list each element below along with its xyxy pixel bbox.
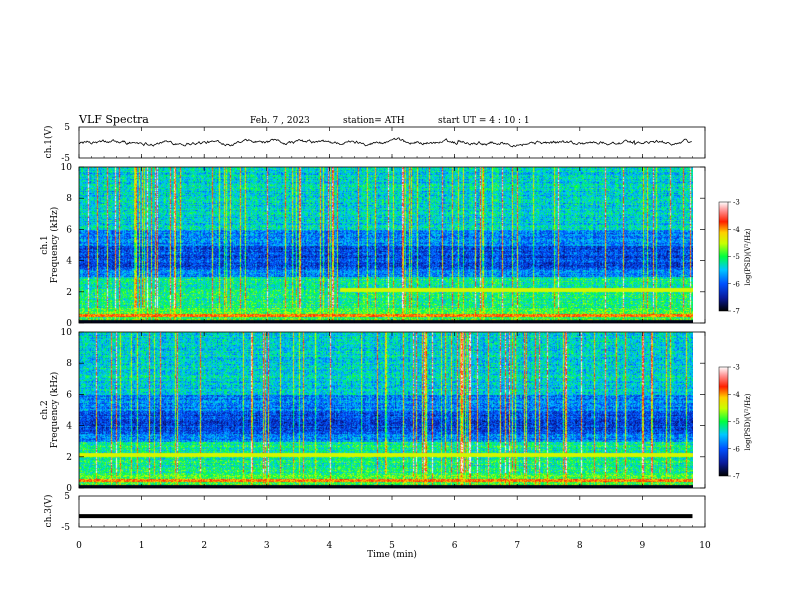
x-tick-label-7: 7 (514, 541, 520, 551)
ch1yt-tick-4: 4 (66, 257, 72, 267)
cb2ticks--4: -4 (733, 391, 740, 399)
ch1-waveform-ylabel: ch.1(V) (43, 126, 54, 159)
header-date: Feb. 7 , 2023 (250, 116, 310, 126)
cb1ticks--5: -5 (733, 253, 740, 261)
ch2yt-tick-10: 10 (61, 328, 73, 338)
ch1-ytick-top: 5 (64, 123, 70, 133)
ch1-waveform-frame (78, 126, 706, 159)
ch1yt-tick-0: 0 (66, 319, 72, 329)
ch3-waveform-panel: 5 -5 ch.3(V) (43, 492, 706, 533)
ch1yt-tick-10: 10 (61, 163, 73, 173)
spec2-raster (79, 332, 693, 488)
x-tick-label-5: 5 (389, 541, 395, 551)
ch2yt-tick-2: 2 (66, 453, 72, 463)
ch2-spectrogram-image (79, 332, 693, 488)
header-station: station= ATH (343, 116, 405, 126)
x-axis-label: Time (min) (367, 549, 417, 560)
ch1yt-tick-6: 6 (66, 225, 72, 235)
ch3-waveform-frame (78, 495, 706, 528)
cb2ticks--5: -5 (733, 418, 740, 426)
ch1-waveform-trace (78, 137, 692, 148)
ch1-ytick-bottom: -5 (61, 154, 70, 164)
ch2yt-tick-0: 0 (66, 484, 72, 494)
ch3-ytick-top: 5 (64, 492, 70, 502)
ch1yt-tick-2: 2 (66, 288, 72, 298)
ch2yt-tick-6: 6 (66, 390, 72, 400)
ch1-spectrogram-image (79, 167, 693, 323)
cb1ticks--6: -6 (733, 280, 740, 288)
x-tick-label-9: 9 (640, 541, 646, 551)
cb2ticks--6: -6 (733, 445, 740, 453)
x-tick-label-0: 0 (76, 541, 82, 551)
x-tick-label-2: 2 (201, 541, 207, 551)
spec1-raster (79, 167, 693, 323)
ch1-waveform-panel: 5 -5 ch.1(V) (43, 123, 706, 164)
figure-title: VLF Spectra (78, 113, 149, 126)
x-tick-label-4: 4 (327, 541, 333, 551)
x-tick-label-6: 6 (452, 541, 458, 551)
ch1-spectrogram-ylabel-freq: Frequency (kHz) (49, 207, 60, 284)
x-tick-label-10: 10 (699, 541, 711, 551)
cb2ticks--7: -7 (733, 473, 740, 481)
cb1ticks--3: -3 (733, 199, 740, 207)
ch1-colorbar (718, 201, 729, 312)
ch2-spectrogram-ylabel-channel: ch.2 (40, 400, 50, 419)
x-tick-label-3: 3 (264, 541, 270, 551)
ch2-spectrogram-ylabel-freq: Frequency (kHz) (49, 372, 60, 449)
ch2yt-tick-4: 4 (66, 422, 72, 432)
ch2-colorbar (718, 366, 729, 477)
header-start-time: start UT = 4 : 10 : 1 (438, 116, 530, 126)
ch2yt-tick-8: 8 (66, 359, 72, 369)
ch1-colorbar-label: log(PSD)(V²/Hz) (744, 228, 752, 285)
ch3-waveform-ylabel: ch.3(V) (43, 495, 54, 528)
cb1ticks--4: -4 (733, 226, 740, 234)
cb1ticks--7: -7 (733, 308, 740, 316)
cb2ticks--3: -3 (733, 364, 740, 372)
x-axis: 0 1 2 3 4 5 6 7 8 9 10 (76, 127, 711, 551)
x-tick-label-1: 1 (139, 541, 145, 551)
ch1yt-tick-8: 8 (66, 194, 72, 204)
x-tick-label-8: 8 (577, 541, 583, 551)
ch3-ytick-bottom: -5 (61, 523, 70, 533)
ch1-spectrogram-ylabel-channel: ch.1 (40, 235, 50, 254)
ch2-colorbar-label: log(PSD)(V²/Hz) (744, 393, 752, 450)
